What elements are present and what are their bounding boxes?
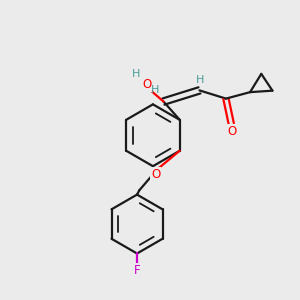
Text: O: O bbox=[227, 124, 236, 137]
Text: H: H bbox=[151, 85, 160, 95]
Text: F: F bbox=[134, 264, 140, 277]
Text: H: H bbox=[132, 69, 140, 79]
Text: O: O bbox=[151, 168, 160, 181]
Text: H: H bbox=[196, 75, 204, 85]
Text: O: O bbox=[142, 78, 152, 91]
